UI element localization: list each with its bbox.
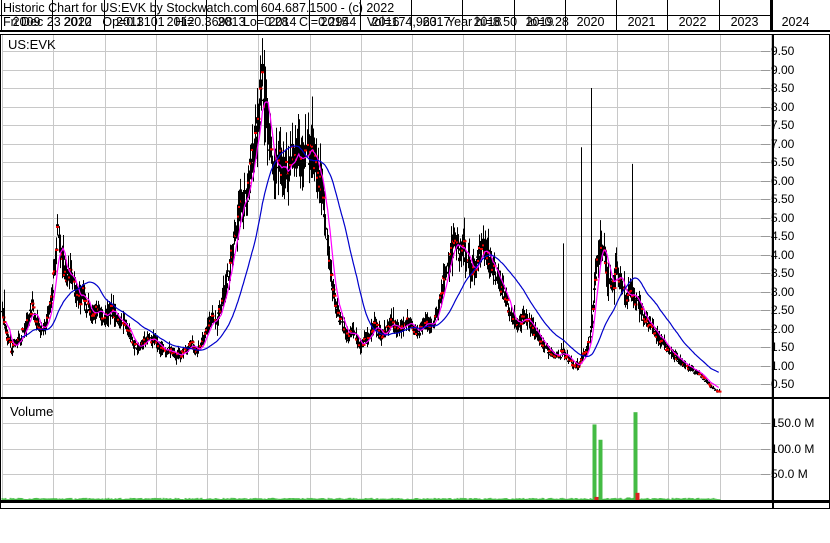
volume-chart-panel[interactable]: 150.0 M 100.0 M 50.0 M Volume <box>0 399 830 509</box>
x-axis-tick-label-2018: 2018 <box>473 15 502 29</box>
x-axis-right-boundary <box>771 0 773 30</box>
header-line-2: Fri Dec 23 2022 Op=0.3101 Hi=0.3698 Lo=0… <box>3 15 569 29</box>
price-axis-tickmark <box>761 107 770 108</box>
x-axis-tick-label-2022: 2022 <box>678 15 707 29</box>
price-axis-tick: 7.00 <box>771 136 795 151</box>
price-axis-tick: 1.50 <box>771 340 795 354</box>
price-axis-tick: 5.00 <box>771 210 795 225</box>
volume-axis-tick: 50.0 M <box>771 467 808 482</box>
volume-panel-title: Volume <box>10 404 54 419</box>
volume-axis-tickmark <box>761 449 770 450</box>
x-axis-tick-label-2009: 2009 <box>12 15 41 29</box>
price-plot-area[interactable] <box>1 35 829 398</box>
volume-axis-tick: 100.0 M <box>771 441 815 456</box>
price-axis-tick: 3.00 <box>771 284 795 299</box>
price-chart-panel[interactable]: 9.50 9.00 8.50 8.00 7.50 7.00 6.50 6.00 5.50 5.00… <box>0 34 830 399</box>
price-axis-tick: 4.50 <box>771 229 795 243</box>
volume-axis-tick: 150.0 M <box>771 416 815 431</box>
price-axis-tickmark <box>761 292 770 293</box>
price-axis-tickmark <box>761 236 770 237</box>
volume-axis-divider <box>772 399 774 508</box>
price-axis-tickmark <box>761 384 770 385</box>
price-axis-divider <box>772 35 774 397</box>
price-axis-tickmark <box>761 218 770 219</box>
price-axis-tick: 6.00 <box>771 173 795 188</box>
price-axis-tickmark <box>761 199 770 200</box>
price-axis-tickmark <box>761 310 770 311</box>
price-axis-tick: 9.00 <box>771 62 795 77</box>
x-axis-tick-label-2014: 2014 <box>268 15 297 29</box>
price-axis-tick: 0.50 <box>771 377 795 391</box>
price-axis-tick: 8.50 <box>771 81 795 95</box>
price-axis-tickmark <box>761 88 770 89</box>
price-axis-tickmark <box>761 366 770 367</box>
x-axis-tick-label-2017: 2017 <box>422 15 451 29</box>
price-axis-tickmark <box>761 125 770 126</box>
price-panel-title: US:EVK <box>8 37 56 52</box>
volume-plot-area[interactable] <box>1 399 829 507</box>
price-axis-tickmark <box>761 255 770 256</box>
price-axis-tick: 3.50 <box>771 266 795 280</box>
x-axis-tick-label-2021: 2021 <box>627 15 656 29</box>
volume-axis-tickmark <box>761 423 770 424</box>
price-axis-tickmark <box>761 273 770 274</box>
header-line-1: Historic Chart for US:EVK by Stockwatch.… <box>3 1 395 15</box>
chart-header: Historic Chart for US:EVK by Stockwatch.… <box>0 0 830 32</box>
x-axis-tick-label-2010: 2010 <box>63 15 92 29</box>
price-axis-tick: 1.00 <box>771 358 795 373</box>
x-axis-tick-label-2023: 2023 <box>730 15 759 29</box>
price-axis-tickmark <box>761 51 770 52</box>
price-axis-tick: 5.50 <box>771 192 795 206</box>
x-axis-tick-label-2011: 2011 <box>116 15 143 29</box>
price-axis-tickmark <box>761 181 770 182</box>
x-axis-tick-label-2012: 2012 <box>166 15 195 29</box>
x-axis-tick-label-2024: 2024 <box>781 15 810 29</box>
x-axis-tick-label-2016: 2016 <box>371 15 400 29</box>
price-axis-tick: 7.50 <box>771 118 795 132</box>
header-year-low: lo=0.28 <box>527 15 569 29</box>
price-axis-tickmark <box>761 329 770 330</box>
header-high: Hi=0.3698 <box>175 15 233 29</box>
price-axis-tick: 2.00 <box>771 321 795 336</box>
price-axis-tick: 9.50 <box>771 44 795 58</box>
price-axis-tick: 4.00 <box>771 247 795 262</box>
header-open: Op=0.3101 <box>102 15 165 29</box>
price-axis-tickmark <box>761 70 770 71</box>
x-axis-panel: 2009 2010 2011 2012 2013 2014 2015 2016 2017 2018… <box>0 0 830 38</box>
header-close: Cl=0.2944 <box>298 15 357 29</box>
header-low: Lo=0.28 <box>242 15 289 29</box>
volume-axis-tickmark <box>761 474 770 475</box>
price-axis-tick: 6.50 <box>771 155 795 169</box>
x-axis-tick-label-2013: 2013 <box>217 15 246 29</box>
price-axis-tickmark <box>761 162 770 163</box>
header-year-high: Year hi=8.50 <box>446 15 518 29</box>
header-volume: Vol=174,963 <box>366 15 437 29</box>
x-axis-tick-label-2019: 2019 <box>525 15 554 29</box>
price-axis-tickmark <box>761 347 770 348</box>
header-date: Fri Dec 23 2022 <box>3 15 92 29</box>
x-axis-tick-label-2015: 2015 <box>320 15 349 29</box>
x-axis-tick-label-2020: 2020 <box>576 15 605 29</box>
price-axis-tickmark <box>761 144 770 145</box>
price-axis-tick: 2.50 <box>771 303 795 317</box>
x-axis-row-divider <box>0 15 772 16</box>
price-axis-tick: 8.00 <box>771 99 795 114</box>
